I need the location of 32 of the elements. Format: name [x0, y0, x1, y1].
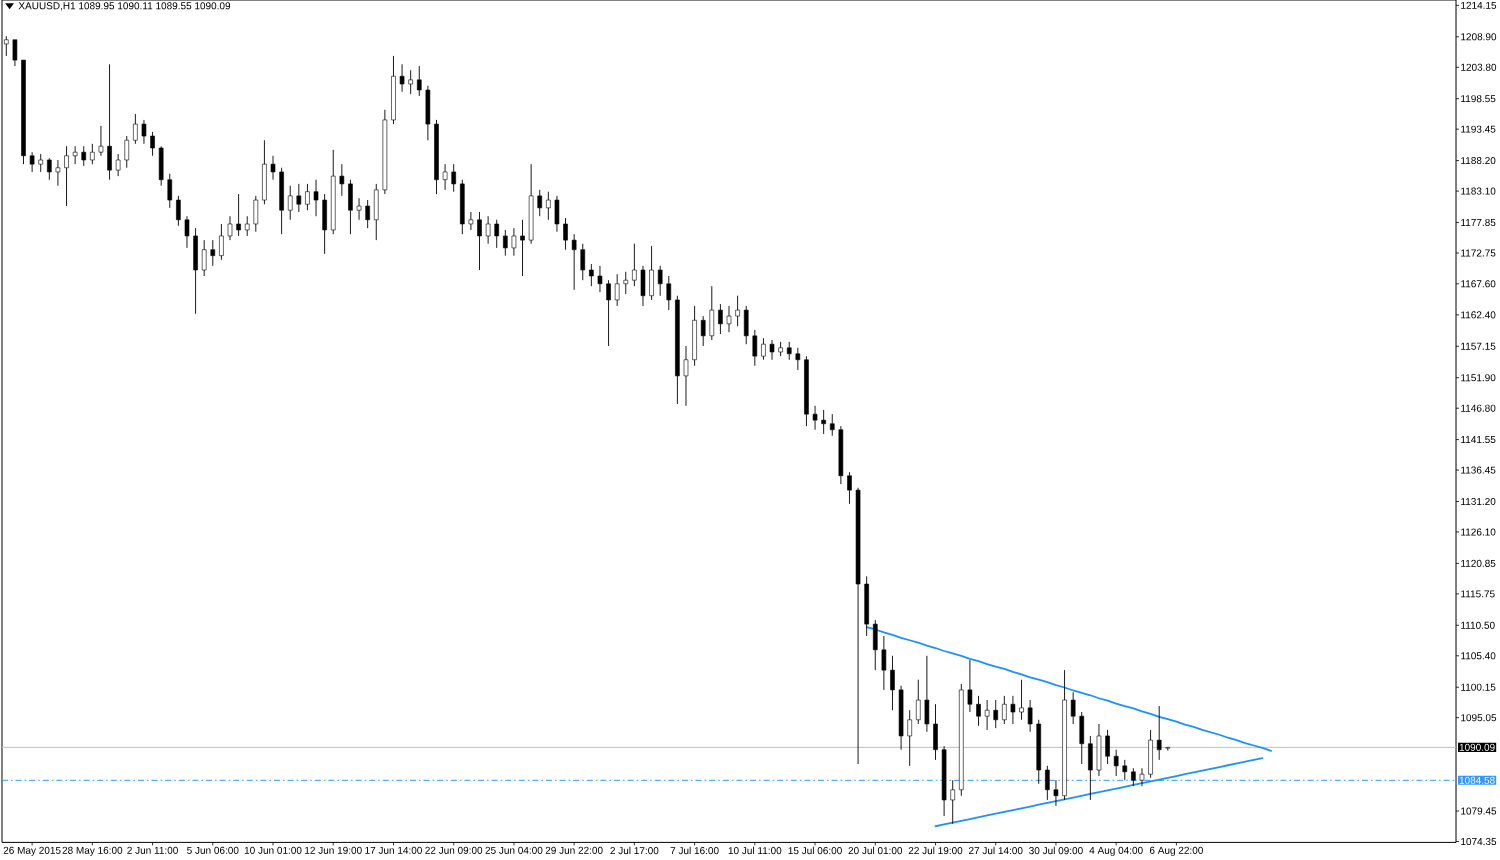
candlestick [984, 699, 990, 731]
candlestick [709, 285, 715, 341]
candlestick [55, 159, 61, 187]
candlestick [528, 163, 534, 245]
candlestick [210, 239, 216, 267]
candlestick [623, 271, 629, 295]
candlestick [1122, 759, 1128, 781]
candlestick [666, 275, 672, 311]
candlestick [769, 339, 775, 361]
candlestick [614, 273, 620, 307]
candlestick [253, 195, 259, 233]
candlestick [485, 215, 491, 245]
candlestick [141, 119, 147, 145]
candlestick [201, 239, 207, 277]
candlestick [838, 425, 844, 485]
candlestick [72, 145, 78, 165]
candlestick [1156, 705, 1162, 761]
candlestick [511, 227, 517, 257]
candlestick [795, 347, 801, 371]
candlestick [1010, 695, 1016, 725]
candlestick [640, 265, 646, 307]
candlestick [726, 305, 732, 333]
candlestick [296, 183, 302, 213]
candlestick [700, 315, 706, 347]
candlestick [330, 149, 336, 235]
candlestick [554, 195, 560, 233]
candlestick [597, 265, 603, 293]
candlestick [1113, 749, 1119, 777]
candlestick [786, 341, 792, 361]
candlestick [287, 185, 293, 221]
candlestick [657, 265, 663, 297]
candlestick [1096, 723, 1102, 777]
